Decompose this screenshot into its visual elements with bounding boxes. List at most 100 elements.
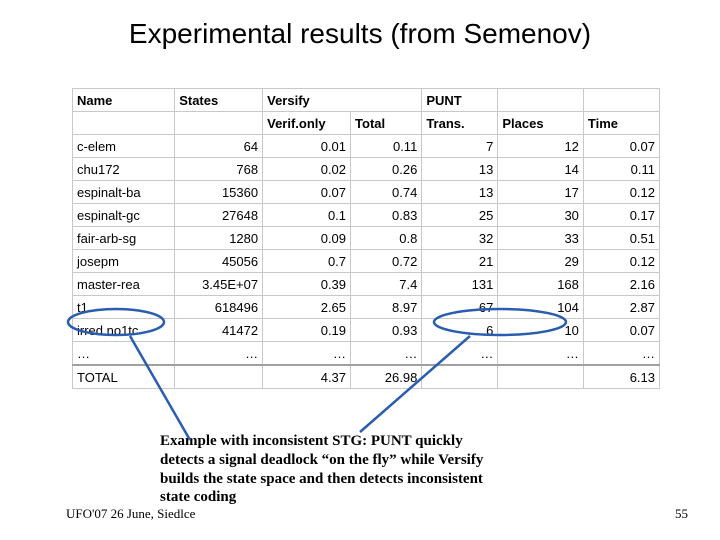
header-row-1: Name States Versify PUNT xyxy=(73,89,660,112)
cell-time: 2.16 xyxy=(583,273,659,296)
cell-trans: 67 xyxy=(422,296,498,319)
cell-time: … xyxy=(583,342,659,366)
cell-verif: 0.19 xyxy=(263,319,351,342)
cell-states: 45056 xyxy=(175,250,263,273)
cell-verif: 0.1 xyxy=(263,204,351,227)
th-empty1 xyxy=(498,89,584,112)
table-row: espinalt-ba153600.070.7413170.12 xyxy=(73,181,660,204)
results-table-container: Name States Versify PUNT Verif.only Tota… xyxy=(72,88,660,389)
cell-states: 3.45E+07 xyxy=(175,273,263,296)
cell-total: 8.97 xyxy=(351,296,422,319)
cell-name: irred.no1tc xyxy=(73,319,175,342)
footer-left: UFO'07 26 June, Siedlce xyxy=(66,506,195,522)
cell-verif: 0.39 xyxy=(263,273,351,296)
cell-states xyxy=(175,365,263,389)
cell-name: TOTAL xyxy=(73,365,175,389)
cell-time: 0.12 xyxy=(583,181,659,204)
caption-text: Example with inconsistent STG: PUNT quic… xyxy=(160,432,580,507)
cell-total: 0.72 xyxy=(351,250,422,273)
cell-trans: 25 xyxy=(422,204,498,227)
th-versify: Versify xyxy=(263,89,422,112)
cell-places: 14 xyxy=(498,158,584,181)
table-row: master-rea3.45E+070.397.41311682.16 xyxy=(73,273,660,296)
cell-trans: 131 xyxy=(422,273,498,296)
th-time: Time xyxy=(583,112,659,135)
table-row: t16184962.658.97671042.87 xyxy=(73,296,660,319)
cell-places: 12 xyxy=(498,135,584,158)
table-row-total: TOTAL 4.3726.98 6.13 xyxy=(73,365,660,389)
cell-verif: 0.09 xyxy=(263,227,351,250)
cell-verif: 0.7 xyxy=(263,250,351,273)
cell-trans: 7 xyxy=(422,135,498,158)
th-states: States xyxy=(175,89,263,112)
cell-states: 768 xyxy=(175,158,263,181)
cell-time: 0.07 xyxy=(583,319,659,342)
th-sub-empty-states xyxy=(175,112,263,135)
cell-name: josepm xyxy=(73,250,175,273)
table-body: c-elem640.010.117120.07chu1727680.020.26… xyxy=(73,135,660,389)
table-row: c-elem640.010.117120.07 xyxy=(73,135,660,158)
table-row: josepm450560.70.7221290.12 xyxy=(73,250,660,273)
cell-total: 7.4 xyxy=(351,273,422,296)
cell-places: 30 xyxy=(498,204,584,227)
cell-trans: 13 xyxy=(422,158,498,181)
cell-time: 6.13 xyxy=(583,365,659,389)
cell-states: 15360 xyxy=(175,181,263,204)
cell-total: 0.8 xyxy=(351,227,422,250)
th-sub-empty-name xyxy=(73,112,175,135)
cell-total: 0.83 xyxy=(351,204,422,227)
cell-verif: 2.65 xyxy=(263,296,351,319)
cell-time: 0.07 xyxy=(583,135,659,158)
cell-name: … xyxy=(73,342,175,366)
cell-verif: 0.01 xyxy=(263,135,351,158)
cell-name: t1 xyxy=(73,296,175,319)
th-empty2 xyxy=(583,89,659,112)
cell-states: 41472 xyxy=(175,319,263,342)
th-trans: Trans. xyxy=(422,112,498,135)
table-row: fair-arb-sg12800.090.832330.51 xyxy=(73,227,660,250)
table-row: espinalt-gc276480.10.8325300.17 xyxy=(73,204,660,227)
table-row: ………………… xyxy=(73,342,660,366)
cell-name: espinalt-gc xyxy=(73,204,175,227)
cell-verif: 4.37 xyxy=(263,365,351,389)
cell-total: 0.74 xyxy=(351,181,422,204)
cell-places: 168 xyxy=(498,273,584,296)
cell-places xyxy=(498,365,584,389)
cell-trans: 21 xyxy=(422,250,498,273)
cell-places: 10 xyxy=(498,319,584,342)
cell-total: 0.11 xyxy=(351,135,422,158)
results-table: Name States Versify PUNT Verif.only Tota… xyxy=(72,88,660,389)
cell-time: 0.11 xyxy=(583,158,659,181)
cell-places: 29 xyxy=(498,250,584,273)
cell-verif: … xyxy=(263,342,351,366)
footer-right: 55 xyxy=(675,506,688,522)
th-name: Name xyxy=(73,89,175,112)
cell-time: 0.51 xyxy=(583,227,659,250)
cell-name: espinalt-ba xyxy=(73,181,175,204)
cell-name: master-rea xyxy=(73,273,175,296)
cell-total: 0.26 xyxy=(351,158,422,181)
cell-verif: 0.07 xyxy=(263,181,351,204)
cell-states: 618496 xyxy=(175,296,263,319)
table-row: chu1727680.020.2613140.11 xyxy=(73,158,660,181)
cell-total: 26.98 xyxy=(351,365,422,389)
cell-time: 0.17 xyxy=(583,204,659,227)
cell-time: 2.87 xyxy=(583,296,659,319)
table-row: irred.no1tc414720.190.936100.07 xyxy=(73,319,660,342)
cell-verif: 0.02 xyxy=(263,158,351,181)
cell-places: 17 xyxy=(498,181,584,204)
cell-states: … xyxy=(175,342,263,366)
th-places: Places xyxy=(498,112,584,135)
cell-places: 33 xyxy=(498,227,584,250)
cell-states: 64 xyxy=(175,135,263,158)
slide-title: Experimental results (from Semenov) xyxy=(0,18,720,50)
cell-trans: 13 xyxy=(422,181,498,204)
cell-name: chu172 xyxy=(73,158,175,181)
cell-time: 0.12 xyxy=(583,250,659,273)
cell-trans xyxy=(422,365,498,389)
th-verif: Verif.only xyxy=(263,112,351,135)
cell-name: c-elem xyxy=(73,135,175,158)
cell-trans: 6 xyxy=(422,319,498,342)
cell-states: 1280 xyxy=(175,227,263,250)
th-punt: PUNT xyxy=(422,89,498,112)
